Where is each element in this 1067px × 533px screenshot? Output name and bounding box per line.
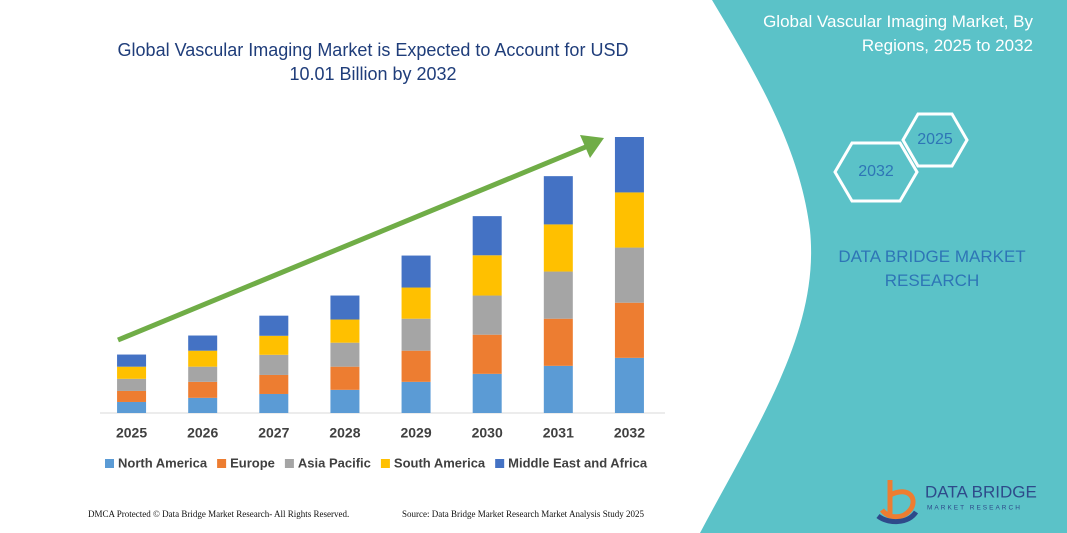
bar-segment bbox=[117, 354, 147, 367]
bar-segment bbox=[614, 137, 644, 193]
bar-segment bbox=[614, 302, 644, 358]
chart-title: Global Vascular Imaging Market is Expect… bbox=[117, 40, 629, 84]
x-tick-label: 2031 bbox=[543, 425, 574, 441]
footer-left: DMCA Protected © Data Bridge Market Rese… bbox=[88, 509, 350, 519]
legend-swatch bbox=[284, 459, 294, 468]
bar-segment bbox=[614, 247, 644, 303]
bar-segment bbox=[330, 389, 360, 413]
hex-label: 2025 bbox=[917, 131, 953, 148]
bar-segment bbox=[330, 295, 360, 320]
legend-label: Europe bbox=[230, 455, 275, 470]
x-tick-label: 2028 bbox=[329, 425, 360, 441]
bar-segment bbox=[543, 365, 573, 413]
x-tick-label: 2026 bbox=[187, 425, 218, 441]
bar-segment bbox=[614, 192, 644, 248]
bar-segment bbox=[472, 295, 502, 335]
bar-segment bbox=[472, 255, 502, 296]
bar-segment bbox=[259, 374, 289, 394]
footer-right: Source: Data Bridge Market Research Mark… bbox=[402, 509, 644, 519]
logo-tagline: MARKET RESEARCH bbox=[927, 505, 1022, 512]
bar-segment bbox=[188, 397, 218, 413]
x-tick-label: 2032 bbox=[614, 425, 645, 441]
bar-segment bbox=[259, 354, 289, 375]
logo-icon bbox=[876, 510, 919, 524]
legend-label: Middle East and Africa bbox=[508, 455, 648, 470]
hexagon bbox=[833, 141, 919, 203]
bar-segment bbox=[401, 350, 431, 382]
bar-segment bbox=[543, 271, 573, 319]
bar-segment bbox=[543, 224, 573, 272]
bar-segment bbox=[259, 315, 289, 336]
bar-segment bbox=[188, 366, 218, 382]
logo-icon bbox=[880, 480, 916, 520]
x-tick-label: 2029 bbox=[400, 425, 431, 441]
bar-segment bbox=[188, 335, 218, 351]
brand-text: DATA BRIDGE MARKET RESEARCH bbox=[838, 247, 1026, 290]
trend-arrow bbox=[117, 143, 589, 343]
bar-segment bbox=[330, 366, 360, 390]
bar-segment bbox=[472, 216, 502, 256]
bar-segment bbox=[117, 390, 147, 402]
bar-segment bbox=[188, 381, 218, 398]
x-tick-label: 2027 bbox=[258, 425, 289, 441]
legend-swatch bbox=[495, 459, 505, 468]
bar-segment bbox=[543, 176, 573, 225]
legend-label: North America bbox=[118, 455, 208, 470]
bar-segment bbox=[401, 381, 431, 413]
bar-segment bbox=[330, 319, 360, 343]
hexagon bbox=[901, 112, 969, 168]
arrow-head bbox=[580, 135, 604, 158]
bar-segment bbox=[401, 255, 431, 288]
bar-segment bbox=[472, 373, 502, 413]
bar-segment bbox=[543, 318, 573, 366]
x-tick-label: 2025 bbox=[116, 425, 147, 441]
bar-segment bbox=[614, 357, 644, 413]
legend-label: South America bbox=[394, 455, 486, 470]
hex-label: 2032 bbox=[858, 163, 894, 180]
bar-segment bbox=[188, 350, 218, 367]
side-panel bbox=[700, 0, 1067, 533]
bar-segment bbox=[117, 401, 147, 413]
legend-swatch bbox=[105, 459, 114, 468]
bar-segment bbox=[330, 342, 360, 367]
bar-segment bbox=[117, 378, 147, 391]
bar-segment bbox=[472, 334, 502, 374]
bar-segment bbox=[259, 335, 289, 355]
bar-segment bbox=[401, 287, 431, 319]
logo-name: DATA BRIDGE bbox=[925, 482, 1037, 501]
panel-title: Global Vascular Imaging Market, By Regio… bbox=[763, 12, 1033, 55]
bar-segment bbox=[259, 393, 289, 413]
legend-swatch bbox=[217, 459, 227, 468]
legend-label: Asia Pacific bbox=[298, 455, 371, 470]
bar-segment bbox=[117, 366, 147, 379]
x-tick-label: 2030 bbox=[472, 425, 503, 441]
bar-segment bbox=[401, 318, 431, 351]
legend-swatch bbox=[380, 459, 390, 468]
